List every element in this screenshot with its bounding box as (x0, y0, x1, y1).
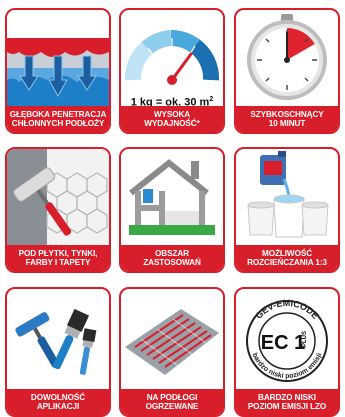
emicode-seal-icon: GEV-EMICODE bardzo niski poziom emisji E… (246, 298, 328, 382)
caption-line: OBSZAR (155, 248, 189, 258)
floor-heating-icon (125, 309, 219, 375)
brushes-icon (15, 308, 97, 375)
tile-caption: BARDZO NISKI POZIOM EMISJI LZO (236, 389, 338, 415)
feature-tile-heated-floors: NA PODŁOGI OGRZEWANE (119, 287, 225, 417)
caption-line: DOWOLNOŚĆ (30, 392, 86, 402)
caption-line: 10 MINUT (268, 119, 306, 128)
buckets-icon (247, 151, 329, 238)
caption-line: POZIOM EMISJI LZO (247, 402, 327, 411)
tile-caption: OBSZAR ZASTOSOWAŃ (121, 245, 223, 271)
caption-line: SZYBKOSCHNĄCY (250, 109, 324, 119)
seal-plus-text: PLUS (302, 331, 308, 347)
caption-line: FARBY I TAPETY (25, 258, 91, 267)
caption-line: APLIKACJI (36, 402, 80, 411)
feature-tile-surfaces: POD PŁYTKI, TYNKI, FARBY I TAPETY (5, 147, 111, 273)
feature-tile-drying: SZYBKOSCHNĄCY 10 MINUT (234, 8, 340, 134)
tile-caption: SZYBKOSCHNĄCY 10 MINUT (236, 106, 338, 132)
caption-line: WYSOKA (153, 109, 191, 119)
coverage-label: 1 kg = ok. 30 m2 (121, 96, 223, 109)
caption-line: OGRZEWANE (145, 402, 199, 411)
caption-line: ROZCIEŃCZANIA 1:3 (247, 258, 327, 267)
stopwatch-icon (247, 14, 327, 100)
feature-tile-low-emission: GEV-EMICODE bardzo niski poziom emisji E… (234, 287, 340, 417)
caption-line: CHŁONNYCH PODŁOŻY (11, 119, 105, 128)
feature-tile-penetration: GŁĘBOKA PENETRACJA CHŁONNYCH PODŁOŻY (5, 8, 111, 134)
feature-tile-efficiency: 1 kg = ok. 30 m2 WYSOKA WYDAJNOŚĆ* (119, 8, 225, 134)
tile-caption: NA PODŁOGI OGRZEWANE (121, 389, 223, 415)
seal-mark-text: EC 1 (261, 332, 305, 354)
tile-caption: GŁĘBOKA PENETRACJA CHŁONNYCH PODŁOŻY (7, 106, 109, 132)
paint-roller-icon (7, 149, 109, 245)
feature-tile-dilution: MOŻLIWOŚĆ ROZCIEŃCZANIA 1:3 (234, 147, 340, 273)
gauge-icon (125, 30, 220, 85)
house-icon (129, 159, 215, 235)
penetration-icon (7, 10, 109, 106)
caption-line: POD PŁYTKI, TYNKI, (18, 248, 98, 258)
caption-line: NA PODŁOGI (146, 392, 198, 402)
caption-line: MOŻLIWOŚĆ (261, 248, 313, 258)
coverage-unit: 2 (209, 96, 214, 103)
caption-line: WYDAJNOŚĆ* (144, 119, 200, 128)
caption-line: BARDZO NISKI (258, 392, 316, 402)
feature-tile-application-method: DOWOLNOŚĆ APLIKACJI (5, 287, 111, 417)
caption-line: ZASTOSOWAŃ (143, 258, 201, 267)
tile-caption: DOWOLNOŚĆ APLIKACJI (7, 389, 109, 415)
caption-line: GŁĘBOKA PENETRACJA (9, 109, 107, 119)
feature-tile-application-area: OBSZAR ZASTOSOWAŃ (119, 147, 225, 273)
tile-caption: MOŻLIWOŚĆ ROZCIEŃCZANIA 1:3 (236, 245, 338, 271)
coverage-text: 1 kg = ok. 30 m (130, 96, 210, 109)
tile-caption: POD PŁYTKI, TYNKI, FARBY I TAPETY (7, 245, 109, 271)
tile-caption: WYSOKA WYDAJNOŚĆ* (121, 106, 223, 132)
